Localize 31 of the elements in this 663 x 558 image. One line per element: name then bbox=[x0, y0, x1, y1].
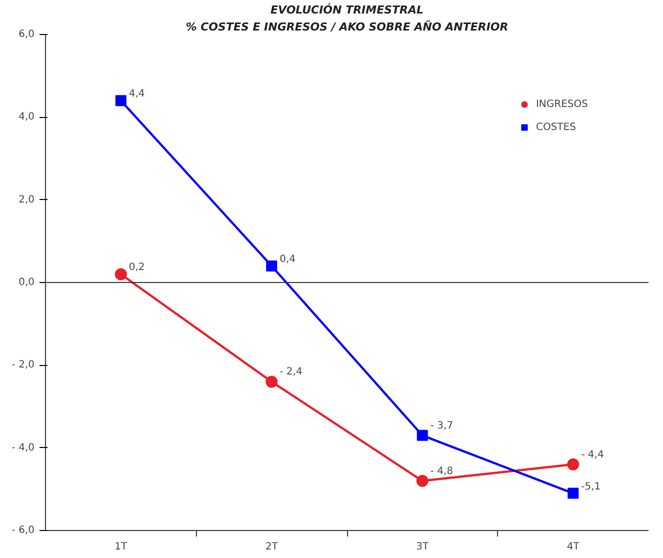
x-tick-label: 1T bbox=[114, 542, 128, 552]
chart-title: EVOLUCIÓN TRIMESTRAL bbox=[270, 2, 424, 16]
point bbox=[416, 474, 428, 487]
y-tick-label: 0,0 bbox=[18, 277, 35, 288]
data-label: - 4,4 bbox=[581, 449, 604, 460]
legend-label: COSTES bbox=[536, 122, 576, 132]
point bbox=[568, 488, 579, 499]
data-label: - 2,4 bbox=[280, 366, 302, 378]
data-label: - 3,7 bbox=[430, 420, 454, 432]
point bbox=[416, 430, 428, 441]
y-tick-label: - 4,0 bbox=[12, 442, 35, 454]
x-tick-label: 3T bbox=[416, 542, 430, 552]
point bbox=[266, 376, 278, 388]
data-label: 0,4 bbox=[280, 254, 296, 265]
data-label: - 4,8 bbox=[430, 466, 454, 477]
chart-subtitle: % COSTES E INGRESOS / AKO SOBRE AÑO ANTERIOR bbox=[186, 20, 508, 34]
y-tick-label: 2,0 bbox=[18, 194, 35, 206]
y-tick-label: 6,0 bbox=[18, 29, 35, 40]
point bbox=[115, 95, 126, 106]
point bbox=[567, 458, 580, 470]
data-label: -5,1 bbox=[581, 481, 601, 492]
x-tick-label: 4T bbox=[566, 542, 580, 552]
data-label: 0,2 bbox=[128, 262, 145, 274]
y-tick-label: - 2,0 bbox=[12, 360, 35, 371]
legend-label: INGRESOS bbox=[536, 98, 588, 110]
point bbox=[266, 260, 278, 272]
x-tick-label: 2T bbox=[265, 542, 279, 552]
data-label: 4,4 bbox=[128, 88, 145, 100]
y-tick-label: 4,0 bbox=[18, 112, 35, 123]
y-tick-label: - 6,0 bbox=[12, 525, 35, 536]
point bbox=[114, 268, 127, 280]
